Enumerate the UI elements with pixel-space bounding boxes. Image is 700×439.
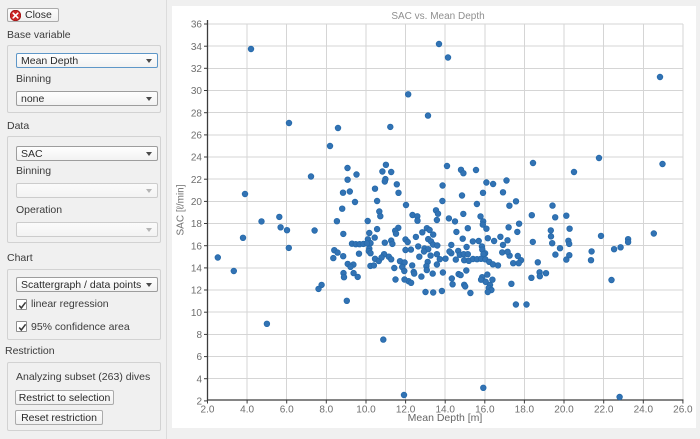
svg-text:20.0: 20.0 — [554, 405, 574, 416]
svg-text:20: 20 — [191, 197, 203, 208]
svg-text:10.0: 10.0 — [356, 405, 376, 416]
svg-text:10: 10 — [191, 308, 203, 319]
svg-text:SAC vs. Mean Depth: SAC vs. Mean Depth — [391, 11, 484, 22]
svg-text:26: 26 — [191, 131, 203, 142]
svg-text:24: 24 — [191, 153, 203, 164]
svg-text:4: 4 — [196, 374, 202, 385]
svg-text:26.0: 26.0 — [673, 405, 693, 416]
svg-text:22.0: 22.0 — [594, 405, 614, 416]
svg-text:12.0: 12.0 — [396, 405, 416, 416]
svg-text:12: 12 — [191, 286, 203, 297]
svg-text:16.0: 16.0 — [475, 405, 495, 416]
svg-text:8: 8 — [196, 330, 202, 341]
svg-text:2: 2 — [196, 397, 202, 408]
svg-text:30: 30 — [191, 86, 203, 97]
svg-text:2.0: 2.0 — [201, 405, 215, 416]
svg-text:18: 18 — [191, 219, 203, 230]
svg-text:4.0: 4.0 — [240, 405, 254, 416]
svg-text:18.0: 18.0 — [515, 405, 535, 416]
svg-text:28: 28 — [191, 108, 203, 119]
svg-text:16: 16 — [191, 241, 203, 252]
svg-text:36: 36 — [191, 20, 203, 31]
svg-text:SAC [ℓ/min]: SAC [ℓ/min] — [176, 184, 187, 235]
svg-text:34: 34 — [191, 42, 203, 53]
svg-text:22: 22 — [191, 175, 203, 186]
svg-text:6.0: 6.0 — [280, 405, 294, 416]
svg-text:8.0: 8.0 — [319, 405, 333, 416]
svg-text:6: 6 — [196, 352, 202, 363]
svg-text:Mean Depth [m]: Mean Depth [m] — [408, 412, 483, 424]
svg-text:14.0: 14.0 — [435, 405, 455, 416]
svg-text:14: 14 — [191, 264, 203, 275]
svg-text:24.0: 24.0 — [634, 405, 654, 416]
svg-text:32: 32 — [191, 64, 203, 75]
